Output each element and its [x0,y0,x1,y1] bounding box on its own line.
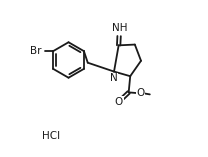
Text: N: N [110,73,118,83]
Text: Br: Br [30,46,41,56]
Text: O: O [115,97,123,107]
Text: HCl: HCl [42,131,61,141]
Text: O: O [136,88,144,98]
Text: NH: NH [112,23,127,33]
